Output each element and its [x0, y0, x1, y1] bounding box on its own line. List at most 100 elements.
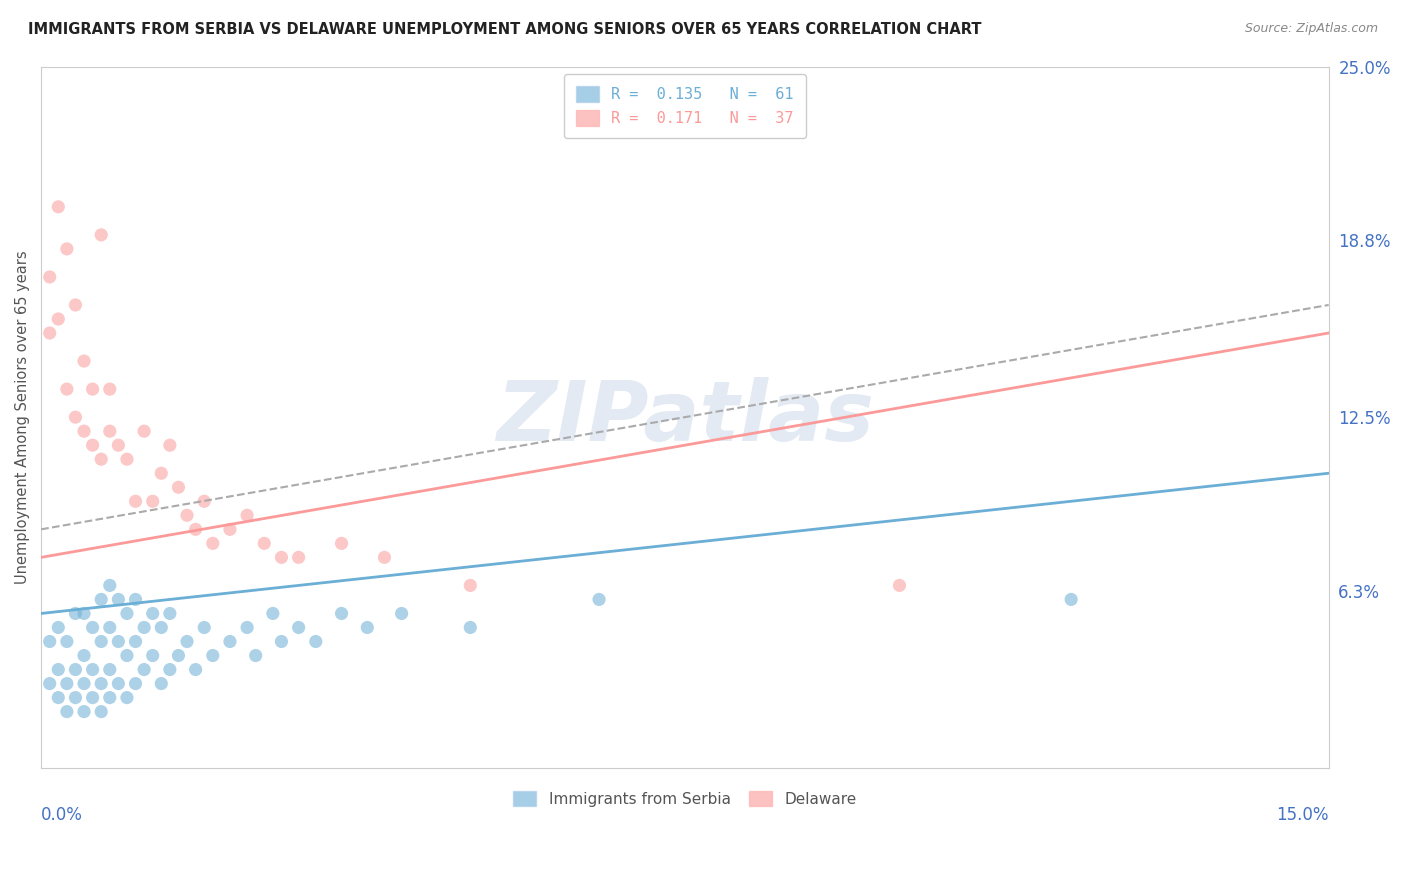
Point	[184, 663, 207, 677]
Point	[56, 634, 79, 648]
Point	[330, 607, 353, 621]
Point	[73, 648, 96, 663]
Point	[46, 312, 69, 326]
Point	[107, 438, 129, 452]
Point	[98, 382, 121, 396]
Point	[132, 620, 155, 634]
Point	[270, 634, 292, 648]
Point	[150, 467, 173, 481]
Point	[458, 578, 481, 592]
Point	[90, 592, 112, 607]
Point	[115, 452, 138, 467]
Point	[90, 452, 112, 467]
Point	[287, 550, 309, 565]
Point	[124, 676, 146, 690]
Point	[167, 480, 190, 494]
Point	[889, 578, 911, 592]
Point	[142, 648, 165, 663]
Point	[56, 676, 79, 690]
Point	[65, 690, 87, 705]
Point	[219, 522, 242, 536]
Point	[82, 620, 104, 634]
Point	[46, 690, 69, 705]
Point	[98, 620, 121, 634]
Point	[46, 620, 69, 634]
Point	[90, 634, 112, 648]
Point	[73, 607, 96, 621]
Point	[176, 508, 198, 523]
Point	[270, 550, 292, 565]
Point	[236, 620, 259, 634]
Point	[38, 676, 60, 690]
Point	[201, 648, 224, 663]
Point	[262, 607, 284, 621]
Text: 15.0%: 15.0%	[1277, 806, 1329, 824]
Point	[65, 298, 87, 312]
Point	[193, 494, 215, 508]
Point	[107, 634, 129, 648]
Point	[82, 690, 104, 705]
Point	[167, 648, 190, 663]
Point	[98, 663, 121, 677]
Point	[391, 607, 413, 621]
Point	[46, 663, 69, 677]
Point	[159, 663, 181, 677]
Text: Source: ZipAtlas.com: Source: ZipAtlas.com	[1244, 22, 1378, 36]
Text: 0.0%: 0.0%	[41, 806, 83, 824]
Point	[115, 690, 138, 705]
Point	[98, 424, 121, 438]
Point	[46, 200, 69, 214]
Point	[82, 663, 104, 677]
Point	[38, 634, 60, 648]
Point	[193, 620, 215, 634]
Text: IMMIGRANTS FROM SERBIA VS DELAWARE UNEMPLOYMENT AMONG SENIORS OVER 65 YEARS CORR: IMMIGRANTS FROM SERBIA VS DELAWARE UNEMP…	[28, 22, 981, 37]
Point	[73, 705, 96, 719]
Point	[132, 663, 155, 677]
Point	[150, 676, 173, 690]
Point	[373, 550, 395, 565]
Point	[90, 227, 112, 242]
Point	[330, 536, 353, 550]
Point	[98, 578, 121, 592]
Point	[82, 382, 104, 396]
Point	[159, 607, 181, 621]
Point	[142, 494, 165, 508]
Point	[458, 620, 481, 634]
Point	[73, 424, 96, 438]
Point	[56, 705, 79, 719]
Point	[132, 424, 155, 438]
Point	[38, 326, 60, 340]
Point	[107, 676, 129, 690]
Point	[82, 438, 104, 452]
Point	[65, 663, 87, 677]
Point	[356, 620, 378, 634]
Point	[98, 690, 121, 705]
Point	[176, 634, 198, 648]
Legend: Immigrants from Serbia, Delaware: Immigrants from Serbia, Delaware	[508, 784, 862, 813]
Point	[150, 620, 173, 634]
Point	[142, 607, 165, 621]
Point	[65, 607, 87, 621]
Point	[184, 522, 207, 536]
Y-axis label: Unemployment Among Seniors over 65 years: Unemployment Among Seniors over 65 years	[15, 251, 30, 584]
Point	[124, 634, 146, 648]
Point	[107, 592, 129, 607]
Point	[245, 648, 267, 663]
Point	[73, 676, 96, 690]
Point	[115, 648, 138, 663]
Text: ZIPatlas: ZIPatlas	[496, 376, 873, 458]
Point	[115, 607, 138, 621]
Point	[65, 410, 87, 425]
Point	[253, 536, 276, 550]
Point	[73, 354, 96, 368]
Point	[38, 269, 60, 284]
Point	[56, 382, 79, 396]
Point	[588, 592, 610, 607]
Point	[236, 508, 259, 523]
Point	[201, 536, 224, 550]
Point	[159, 438, 181, 452]
Point	[219, 634, 242, 648]
Point	[90, 676, 112, 690]
Point	[90, 705, 112, 719]
Point	[56, 242, 79, 256]
